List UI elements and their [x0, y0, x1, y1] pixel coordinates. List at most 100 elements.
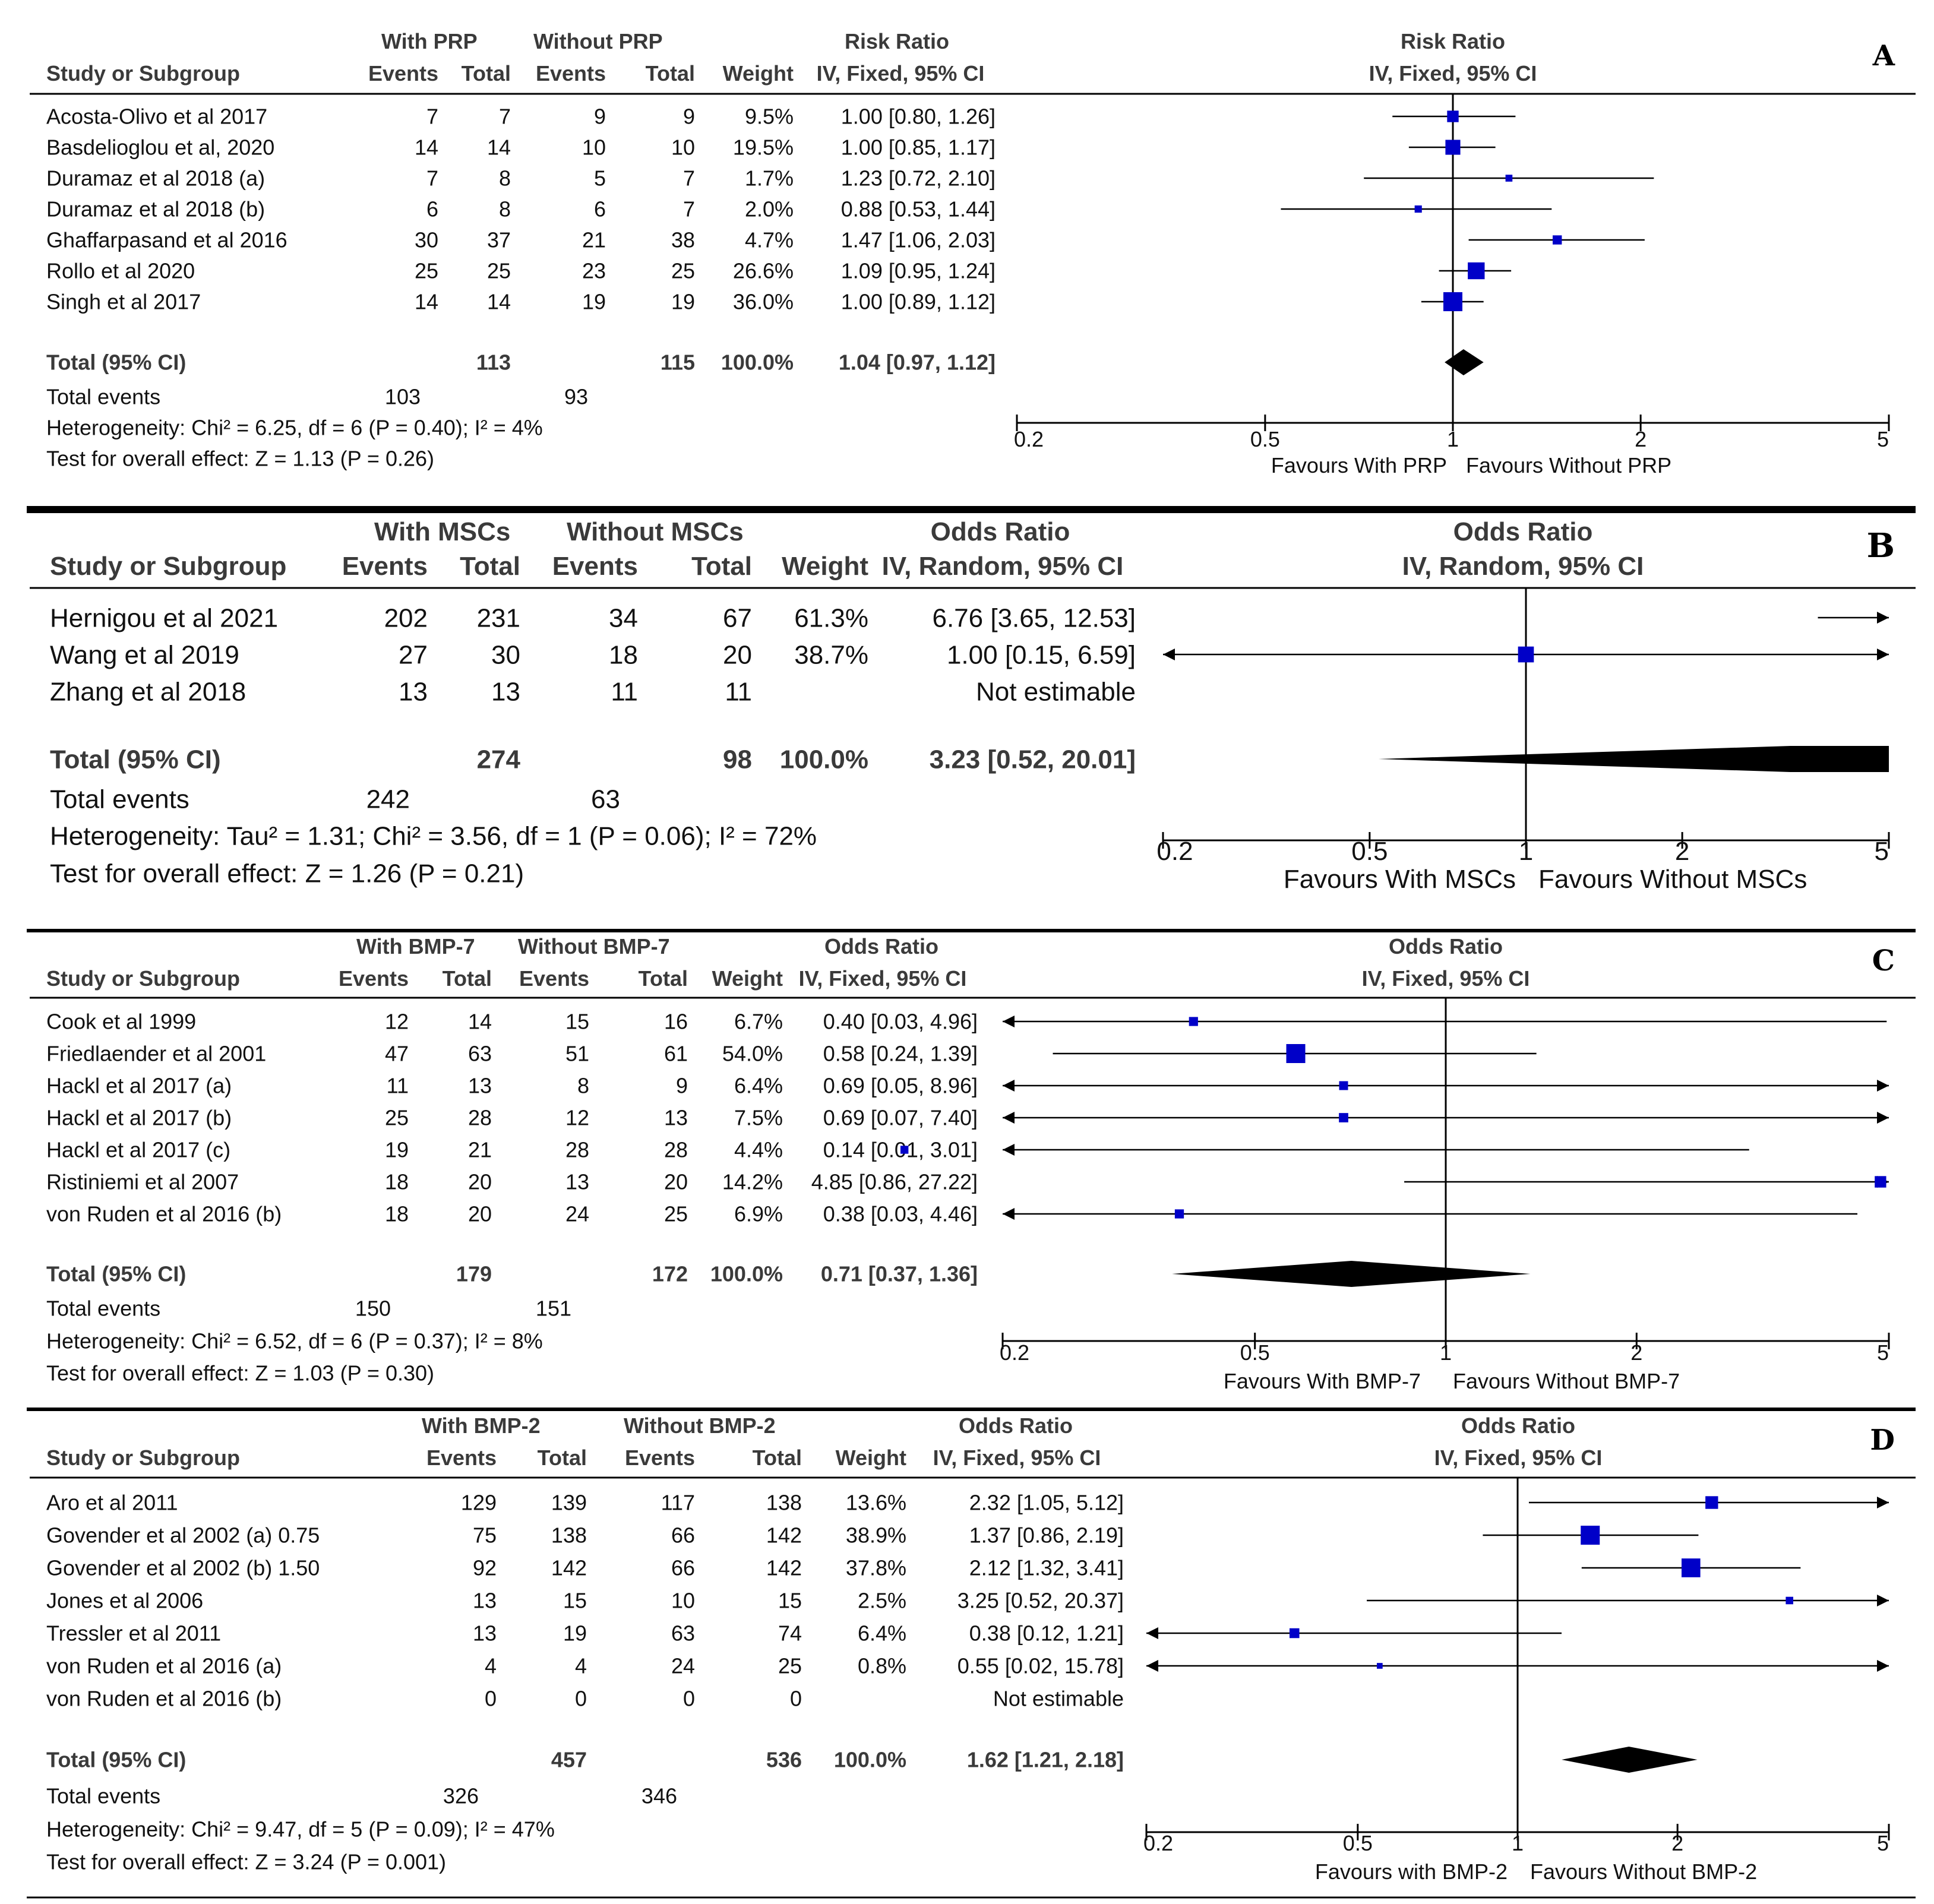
effect-ci-text: 1.47 [1.06, 2.03] — [841, 228, 996, 252]
effect-ci-text: 0.69 [0.05, 8.96] — [823, 1074, 978, 1098]
total-group2: 20 — [664, 1170, 688, 1194]
point-estimate-square — [1414, 205, 1422, 213]
effect-ci-text: 0.58 [0.24, 1.39] — [823, 1042, 978, 1066]
study-name: Hackl et al 2017 (c) — [46, 1138, 230, 1162]
events-group1: 13 — [473, 1589, 497, 1613]
study-weight: 6.4% — [858, 1621, 906, 1646]
study-weight: 19.5% — [733, 135, 794, 160]
total-group1: 139 — [551, 1491, 587, 1515]
study-weight: 2.0% — [745, 197, 794, 222]
x-tick-label: 0.5 — [1240, 1340, 1270, 1365]
study-weight: 4.7% — [745, 228, 794, 252]
total-weight: 100.0% — [710, 1262, 783, 1286]
overall-effect-text: Test for overall effect: Z = 3.24 (P = 0… — [46, 1850, 446, 1874]
total-group1-n: 179 — [456, 1262, 492, 1286]
events-group2: 24 — [671, 1654, 695, 1678]
effect-ci-text: 2.32 [1.05, 5.12] — [969, 1491, 1124, 1515]
total-header: Total — [639, 966, 688, 991]
events-header: Events — [625, 1446, 695, 1470]
total-group1: 14 — [487, 290, 511, 314]
study-name: Cook et al 1999 — [46, 1010, 196, 1034]
events-group1: 7 — [426, 166, 438, 191]
effect-ci-text: 2.12 [1.32, 3.41] — [969, 1556, 1124, 1580]
total-group1: 8 — [499, 197, 511, 222]
point-estimate-square — [1553, 235, 1562, 245]
pooled-ci-text: 1.62 [1.21, 2.18] — [967, 1748, 1124, 1772]
events-group1: 4 — [485, 1654, 497, 1678]
total-group2: 20 — [723, 640, 752, 669]
total-group1: 19 — [563, 1621, 587, 1646]
x-tick-label: 1 — [1512, 1831, 1524, 1855]
events-group1: 14 — [415, 290, 438, 314]
heterogeneity-text: Heterogeneity: Tau² = 1.31; Chi² = 3.56,… — [50, 821, 817, 850]
total-group1: 63 — [468, 1042, 492, 1066]
point-estimate-square — [1445, 140, 1461, 155]
weight-header: Weight — [723, 61, 794, 86]
ci-arrow-right — [1877, 1660, 1889, 1672]
events-group2: 0 — [683, 1687, 695, 1711]
plot-measure-header: Odds Ratio — [1389, 934, 1503, 959]
events-group2: 21 — [582, 228, 606, 252]
study-name: Singh et al 2017 — [46, 290, 201, 314]
ci-arrow-left — [1146, 1627, 1158, 1639]
total-label: Total (95% CI) — [46, 350, 186, 375]
point-estimate-square — [1443, 292, 1462, 311]
total-group2: 25 — [778, 1654, 802, 1678]
point-estimate-square — [1705, 1496, 1718, 1509]
point-estimate-square — [1286, 1044, 1306, 1063]
pooled-diamond — [1378, 746, 1889, 772]
total-group1: 13 — [468, 1074, 492, 1098]
events-header: Events — [552, 552, 638, 581]
group2-header: Without MSCs — [567, 517, 744, 546]
events-group2: 11 — [611, 677, 638, 706]
events-group1: 47 — [385, 1042, 409, 1066]
total-group2: 25 — [671, 259, 695, 283]
study-weight: 26.6% — [733, 259, 794, 283]
events-group1: 13 — [473, 1621, 497, 1646]
x-tick-label: 2 — [1675, 837, 1689, 866]
study-name: Hackl et al 2017 (b) — [46, 1106, 232, 1130]
total-group1: 28 — [468, 1106, 492, 1130]
total-group2: 15 — [778, 1589, 802, 1613]
study-name: Hernigou et al 2021 — [50, 603, 278, 632]
total-group1: 4 — [575, 1654, 587, 1678]
group1-header: With BMP-2 — [422, 1413, 541, 1438]
ci-arrow-right — [1877, 1112, 1889, 1124]
events-group2: 28 — [565, 1138, 589, 1162]
events-group2: 10 — [582, 135, 606, 160]
total-header: Total — [462, 61, 511, 86]
group2-header: Without BMP-2 — [624, 1413, 776, 1438]
point-estimate-square — [900, 1146, 909, 1154]
point-estimate-square — [1468, 262, 1485, 280]
events-header: Events — [342, 552, 428, 581]
events-group1: 25 — [385, 1106, 409, 1130]
x-tick-label: 0.2 — [1014, 427, 1044, 451]
measure-header: Odds Ratio — [931, 517, 1070, 546]
events-group1: 18 — [385, 1170, 409, 1194]
x-tick-label: 5 — [1877, 1831, 1889, 1855]
events-group2: 23 — [582, 259, 606, 283]
study-column-header: Study or Subgroup — [50, 552, 286, 581]
overall-effect-text: Test for overall effect: Z = 1.26 (P = 0… — [50, 859, 524, 888]
study-name: Ghaffarpasand et al 2016 — [46, 228, 287, 252]
events-group2: 8 — [577, 1074, 589, 1098]
total-header: Total — [538, 1446, 587, 1470]
study-weight: 6.9% — [734, 1202, 783, 1226]
total-weight: 100.0% — [834, 1748, 906, 1772]
point-estimate-square — [1289, 1628, 1300, 1639]
total-weight: 100.0% — [780, 745, 868, 774]
effect-ci-text: 0.69 [0.07, 7.40] — [823, 1106, 978, 1130]
total-group2-n: 115 — [661, 350, 695, 375]
total-group2: 28 — [664, 1138, 688, 1162]
study-name: von Ruden et al 2016 (b) — [46, 1202, 282, 1226]
total-group2: 11 — [725, 677, 752, 706]
ci-arrow-left — [1003, 1080, 1015, 1092]
events-group2: 6 — [594, 197, 606, 222]
point-estimate-square — [1505, 175, 1513, 182]
total-group2: 19 — [671, 290, 695, 314]
total-group2: 13 — [664, 1106, 688, 1130]
study-name: Acosta-Olivo et al 2017 — [46, 105, 267, 129]
total-group2: 138 — [766, 1491, 802, 1515]
pooled-ci-text: 0.71 [0.37, 1.36] — [821, 1262, 978, 1286]
plot-measure-header: Odds Ratio — [1453, 517, 1593, 546]
